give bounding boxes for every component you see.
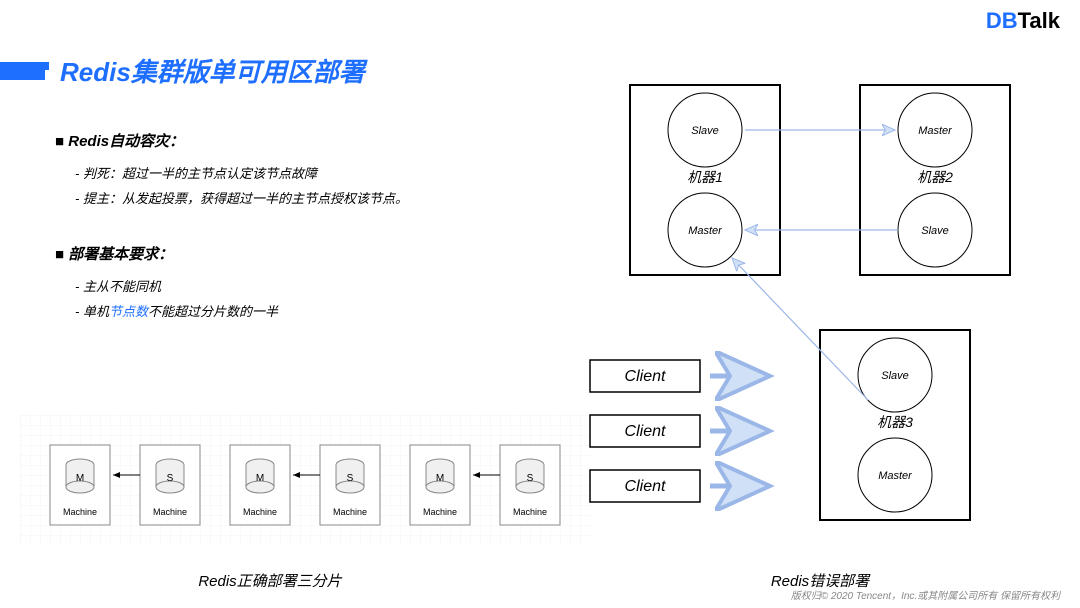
node-master: Master [918, 125, 953, 137]
footer-copyright: 版权归© 2020 Tencent，Inc.或其附属公司所有 保留所有权利 [791, 587, 1060, 602]
svg-text:M: M [256, 473, 264, 484]
node-master: Master [688, 225, 723, 237]
svg-text:Machine: Machine [153, 507, 187, 517]
node-slave: Slave [881, 370, 909, 382]
wrong-deployment-diagram: Slave 机器1 Master Master 机器2 Slave Slave … [570, 70, 1070, 570]
svg-text:S: S [527, 473, 534, 484]
title-bar: Redis集群版单可用区部署 [0, 52, 365, 89]
node-master: Master [878, 470, 913, 482]
svg-text:Machine: Machine [513, 507, 547, 517]
section1-bullet1: 判死：超过一半的主节点认定该节点故障 [75, 163, 475, 182]
svg-text:M: M [76, 473, 84, 484]
box3-label: 机器3 [877, 414, 913, 430]
section2-bullet1: 主从不能同机 [75, 276, 475, 295]
logo-suffix: Talk [1018, 8, 1060, 33]
title-decoration [0, 62, 45, 80]
svg-text:Client: Client [625, 478, 666, 495]
svg-text:Machine: Machine [333, 507, 367, 517]
svg-text:S: S [167, 473, 174, 484]
svg-text:S: S [347, 473, 354, 484]
section2-heading: 部署基本要求： [55, 243, 475, 264]
box2-label: 机器2 [917, 169, 953, 185]
section1-heading: Redis自动容灾： [55, 130, 475, 151]
node-slave: Slave [921, 225, 949, 237]
svg-text:Machine: Machine [63, 507, 97, 517]
logo-prefix: DB [986, 8, 1018, 33]
svg-text:Machine: Machine [423, 507, 457, 517]
section1-bullet2: 提主：从发起投票，获得超过一半的主节点授权该节点。 [75, 188, 475, 207]
correct-deployment-diagram: M Machine S Machine M Machine S Machine M Machine… [20, 415, 590, 545]
svg-text:Client: Client [625, 368, 666, 385]
node-slave: Slave [691, 125, 719, 137]
section2-bullet2: 单机节点数不能超过分片数的一半 [75, 301, 475, 320]
page-title: Redis集群版单可用区部署 [60, 52, 365, 89]
correct-caption: Redis正确部署三分片 [170, 570, 370, 591]
svg-text:M: M [436, 473, 444, 484]
box1-label: 机器1 [687, 169, 723, 185]
svg-text:Machine: Machine [243, 507, 277, 517]
text-content: Redis自动容灾： 判死：超过一半的主节点认定该节点故障 提主：从发起投票，获… [55, 130, 475, 326]
svg-text:Client: Client [625, 423, 666, 440]
logo: DBTalk [986, 8, 1060, 34]
